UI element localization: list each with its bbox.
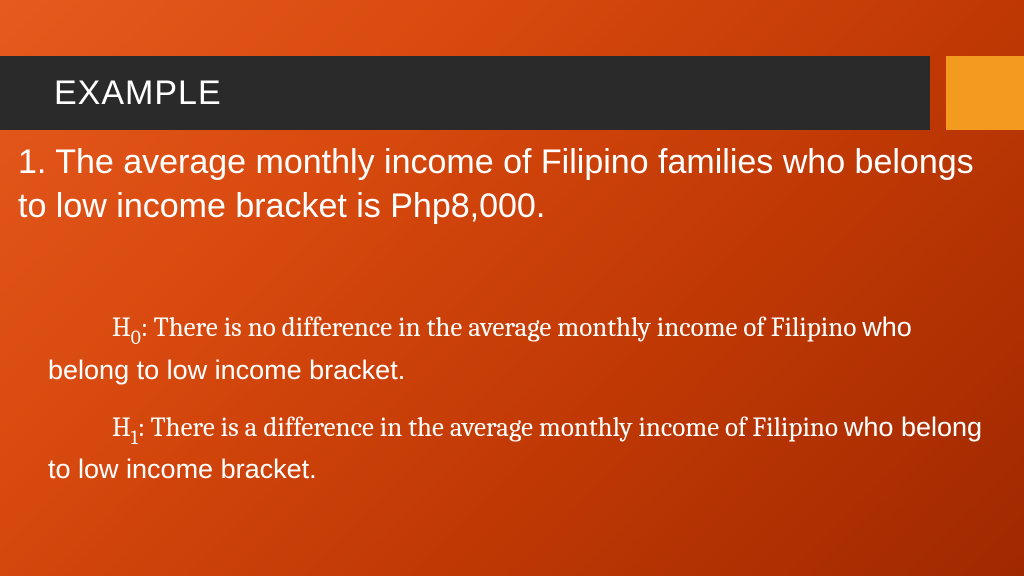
problem-statement: 1. The average monthly income of Filipin… <box>18 140 1002 228</box>
slide-title: EXAMPLE <box>54 74 222 113</box>
accent-box <box>946 56 1024 130</box>
alt-hypothesis: H1: There is a difference in the average… <box>48 408 990 490</box>
null-hypothesis: H0: There is no difference in the averag… <box>48 308 990 390</box>
h0-symbol: H <box>112 312 131 343</box>
h1-serif-text: : There is a difference in the average m… <box>138 412 844 443</box>
hypotheses-block: H0: There is no difference in the averag… <box>48 308 990 507</box>
h1-symbol: H <box>112 412 131 443</box>
h0-subscript: 0 <box>131 327 141 349</box>
h0-serif-text: : There is no difference in the average … <box>141 312 862 343</box>
h1-subscript: 1 <box>131 427 138 449</box>
title-bar: EXAMPLE <box>0 56 930 130</box>
slide: EXAMPLE 1. The average monthly income of… <box>0 0 1024 576</box>
